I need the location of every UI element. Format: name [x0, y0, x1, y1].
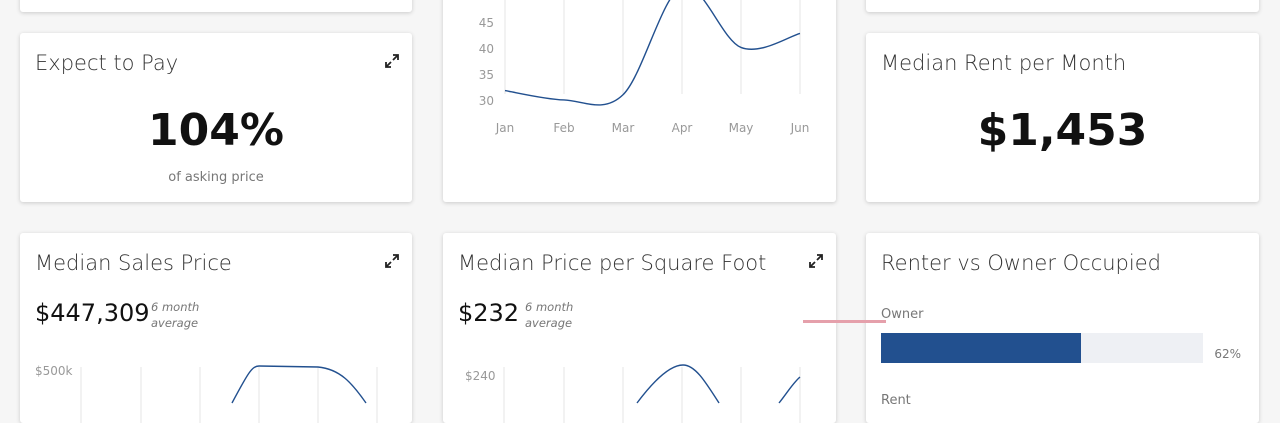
owner-bar-fill: [881, 333, 1081, 363]
card-top-left-partial: [20, 0, 412, 12]
avg-line2: average: [525, 316, 573, 330]
median-sales-price-value: $447,309: [35, 299, 150, 327]
median-price-sqft-value: $232: [458, 299, 520, 327]
median-rent-card: Median Rent per Month $1,453: [866, 33, 1259, 202]
y-tick-label: 35: [479, 68, 494, 82]
card-title: Median Price per Square Foot: [458, 251, 767, 275]
expect-to-pay-value: 104%: [148, 105, 284, 156]
card-title: Renter vs Owner Occupied: [881, 251, 1161, 275]
card-title: Median Sales Price: [35, 251, 232, 275]
owner-bar-track: [881, 333, 1203, 363]
card-title: Expect to Pay: [35, 51, 179, 75]
sales-price-line: [231, 365, 367, 404]
avg-line1: 6 month: [151, 300, 200, 314]
card-top-right-partial: [866, 0, 1259, 12]
y-tick-label: 40: [479, 42, 494, 56]
six-month-average-note: 6 month average: [525, 299, 573, 331]
median-rent-value: $1,453: [977, 105, 1148, 156]
x-tick-label: Feb: [553, 121, 574, 135]
renter-vs-owner-card: Renter vs Owner Occupied Owner 62% Rent: [866, 233, 1259, 423]
avg-line2: average: [151, 316, 199, 330]
y-tick-label: $500k: [35, 364, 73, 378]
y-tick-label: $240: [465, 369, 496, 383]
owner-percentage: 62%: [1214, 347, 1241, 361]
highlight-line: [803, 320, 886, 323]
owner-label: Owner: [881, 307, 924, 322]
expect-to-pay-caption: of asking price: [168, 170, 264, 185]
expect-to-pay-card: Expect to Pay 104% of asking price: [20, 33, 412, 202]
line-chart: 30 35 40 45 Jan Feb Mar Apr May Jun: [479, 0, 810, 135]
price-sqft-chart: $240: [465, 364, 801, 423]
avg-line1: 6 month: [525, 300, 574, 314]
x-tick-label: Apr: [672, 121, 693, 135]
x-tick-label: Jun: [790, 121, 810, 135]
expand-arrows-icon[interactable]: [384, 53, 400, 69]
card-title: Median Rent per Month: [881, 51, 1127, 75]
series-line: [504, 0, 801, 106]
price-sqft-line: [636, 364, 801, 404]
y-tick-label: 30: [479, 94, 494, 108]
x-tick-label: Mar: [612, 121, 635, 135]
median-price-sqft-card: Median Price per Square Foot $232 6 mont…: [443, 233, 836, 423]
x-tick-label: Jan: [495, 121, 515, 135]
y-tick-label: 45: [479, 16, 494, 30]
renter-label: Rent: [881, 393, 911, 408]
expand-arrows-icon[interactable]: [808, 253, 824, 269]
x-tick-label: May: [729, 121, 754, 135]
line-chart-card: 30 35 40 45 Jan Feb Mar Apr May Jun: [443, 0, 836, 202]
expand-arrows-icon[interactable]: [384, 253, 400, 269]
six-month-average-note: 6 month average: [151, 299, 199, 331]
median-sales-price-card: Median Sales Price $447,309 6 month aver…: [20, 233, 412, 423]
sales-price-chart: $500k: [35, 364, 378, 423]
